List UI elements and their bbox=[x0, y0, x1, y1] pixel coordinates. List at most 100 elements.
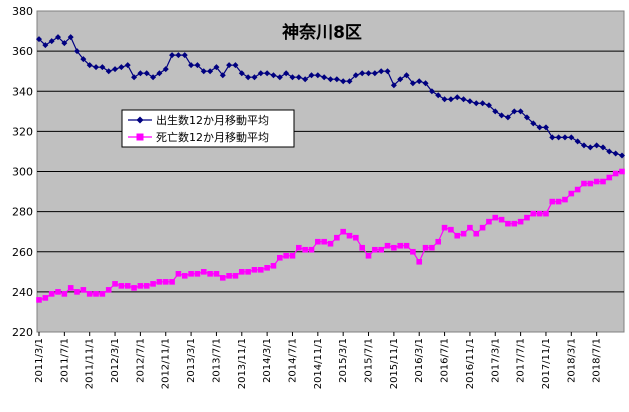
data-point bbox=[454, 94, 461, 101]
data-point bbox=[200, 68, 207, 75]
data-point bbox=[118, 283, 125, 289]
data-point bbox=[549, 134, 556, 141]
data-point bbox=[112, 281, 118, 287]
data-point bbox=[169, 279, 175, 285]
data-point bbox=[593, 178, 600, 185]
data-point bbox=[448, 226, 454, 233]
legend-box bbox=[121, 109, 295, 148]
data-point bbox=[36, 36, 42, 43]
x-tick-label: 2011/11/1 bbox=[85, 338, 96, 389]
data-point bbox=[156, 279, 163, 285]
x-tick-label: 2014/3/1 bbox=[262, 338, 273, 383]
series-layer bbox=[36, 34, 625, 303]
legend-entry-deaths: 死亡数12か月移動平均 bbox=[128, 130, 269, 144]
y-tick-label: 320 bbox=[12, 125, 33, 138]
data-point bbox=[188, 62, 195, 69]
data-point bbox=[194, 271, 201, 277]
data-point bbox=[587, 144, 594, 151]
data-point bbox=[124, 283, 131, 289]
data-point bbox=[270, 72, 277, 79]
data-point bbox=[175, 271, 182, 277]
legend-label-births: 出生数12か月移動平均 bbox=[156, 113, 269, 127]
data-point bbox=[143, 283, 150, 289]
data-point bbox=[289, 74, 296, 81]
legend: 出生数12か月移動平均 死亡数12か月移動平均 bbox=[121, 109, 295, 148]
data-point bbox=[327, 76, 334, 83]
data-point bbox=[530, 210, 537, 217]
data-point bbox=[549, 198, 556, 205]
data-point bbox=[308, 72, 315, 79]
data-point bbox=[226, 62, 233, 69]
data-point bbox=[238, 269, 245, 275]
data-point bbox=[555, 198, 562, 205]
data-point bbox=[479, 224, 486, 231]
data-point bbox=[55, 34, 62, 41]
data-point bbox=[511, 108, 518, 115]
x-tick-label: 2016/11/1 bbox=[465, 338, 476, 389]
data-point bbox=[308, 246, 315, 253]
data-point bbox=[162, 279, 169, 285]
y-tick-label: 340 bbox=[12, 85, 33, 98]
y-tick-label: 280 bbox=[12, 206, 33, 219]
data-point bbox=[371, 70, 378, 77]
data-point bbox=[213, 64, 220, 71]
y-tick-label: 260 bbox=[12, 246, 33, 259]
chart-title: 神奈川8区 bbox=[282, 22, 362, 43]
data-point bbox=[296, 244, 302, 251]
data-point bbox=[80, 287, 87, 293]
data-point bbox=[74, 48, 81, 55]
x-tick-label: 2016/3/1 bbox=[414, 338, 425, 383]
data-point bbox=[619, 168, 625, 175]
data-point bbox=[460, 96, 467, 103]
data-point bbox=[473, 230, 480, 237]
x-tick-label: 2014/11/1 bbox=[313, 338, 324, 389]
data-point bbox=[543, 210, 549, 217]
data-point bbox=[523, 114, 530, 121]
x-tick-label: 2017/11/1 bbox=[541, 338, 552, 389]
data-point bbox=[232, 62, 239, 69]
data-point bbox=[581, 180, 587, 187]
data-point bbox=[245, 74, 252, 81]
data-point bbox=[365, 252, 372, 259]
data-point bbox=[251, 74, 258, 81]
data-point bbox=[568, 134, 575, 141]
data-point bbox=[213, 271, 220, 277]
data-point bbox=[517, 108, 524, 115]
data-point bbox=[372, 246, 378, 253]
data-point bbox=[467, 224, 473, 231]
data-point bbox=[397, 242, 404, 249]
data-point bbox=[112, 66, 119, 73]
data-point bbox=[257, 267, 264, 273]
legend-label-deaths: 死亡数12か月移動平均 bbox=[156, 130, 269, 144]
data-point bbox=[378, 246, 384, 253]
data-point bbox=[105, 68, 112, 75]
x-axis-tick-labels: 2011/3/1 2011/7/1 2011/11/1 2012/3/1 2012/7/… bbox=[34, 332, 603, 389]
data-point bbox=[61, 40, 68, 47]
data-point bbox=[219, 72, 226, 79]
y-axis-tick-labels: 220 240 260 280 300 320 340 360 380 bbox=[12, 5, 33, 339]
data-point bbox=[283, 70, 290, 77]
data-point bbox=[561, 134, 568, 141]
data-point bbox=[606, 174, 613, 181]
data-point bbox=[99, 64, 106, 71]
x-tick-label: 2011/3/1 bbox=[34, 338, 45, 383]
data-point bbox=[384, 242, 391, 249]
data-point bbox=[264, 265, 270, 271]
data-point bbox=[422, 244, 429, 251]
x-tick-label: 2018/3/1 bbox=[566, 338, 577, 383]
data-point bbox=[48, 38, 55, 45]
y-tick-label: 220 bbox=[12, 326, 33, 339]
data-point bbox=[289, 252, 296, 259]
data-point bbox=[150, 74, 157, 81]
data-point bbox=[80, 56, 87, 63]
data-point bbox=[67, 285, 74, 291]
data-point bbox=[352, 72, 359, 79]
data-point bbox=[232, 273, 239, 279]
data-point bbox=[277, 254, 283, 261]
y-tick-label: 380 bbox=[12, 5, 33, 18]
data-point bbox=[422, 80, 429, 87]
data-point bbox=[131, 285, 137, 291]
data-point bbox=[194, 62, 201, 69]
data-point bbox=[429, 244, 435, 251]
data-point bbox=[568, 190, 575, 197]
